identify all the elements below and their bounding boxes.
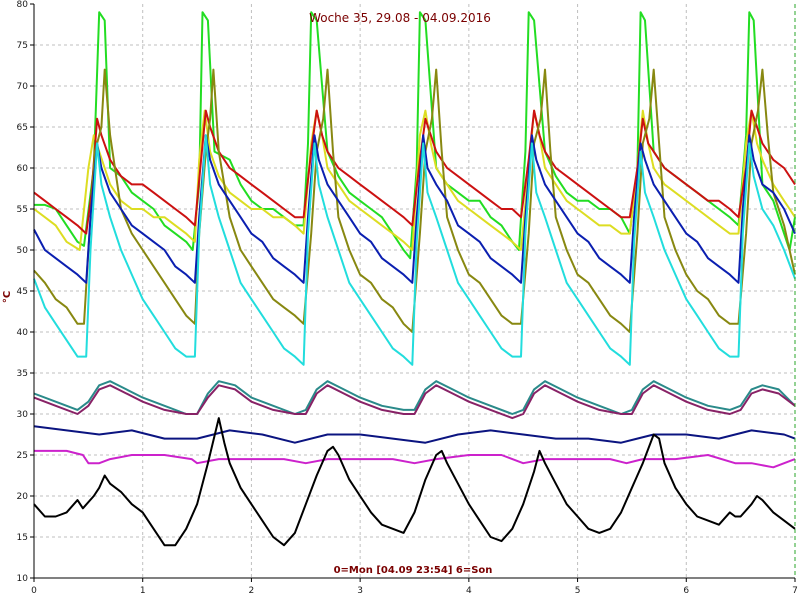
series-line-2	[33, 109, 796, 251]
series-line-4	[33, 68, 796, 333]
x-tick-label: 1	[140, 586, 146, 596]
series-line-9	[33, 425, 796, 444]
y-tick-label: 55	[17, 205, 28, 215]
y-tick-label: 50	[17, 246, 29, 256]
y-axis-label: °C	[2, 291, 13, 303]
chart-title: Woche 35, 29.08 - 04.09.2016	[309, 11, 491, 25]
y-tick-label: 75	[17, 41, 28, 51]
y-tick-label: 15	[17, 533, 28, 543]
x-tick-label: 2	[249, 586, 255, 596]
series-line-7	[33, 380, 796, 415]
x-tick-label: 0	[31, 586, 37, 596]
series-line-6	[33, 134, 796, 366]
y-tick-label: 30	[17, 410, 29, 420]
x-tick-label: 7	[792, 586, 798, 596]
y-tick-label: 20	[17, 492, 29, 502]
x-tick-label: 4	[466, 586, 472, 596]
series-line-5	[33, 134, 796, 284]
y-tick-label: 70	[17, 82, 29, 92]
y-tick-label: 10	[17, 574, 29, 584]
x-tick-label: 5	[575, 586, 581, 596]
y-tick-label: 25	[17, 451, 28, 461]
x-tick-labels: 0 1 2 3 4 5 6 7	[31, 586, 798, 596]
series-line-11	[33, 417, 796, 547]
y-tick-label: 80	[17, 0, 29, 10]
series-layer	[33, 11, 796, 547]
series-line-8	[33, 384, 796, 420]
y-tick-labels: 10 15 20 25 30 35 40 45 50 55 60 65 70 75 80	[17, 0, 29, 584]
y-tick-label: 65	[17, 123, 28, 133]
axes	[30, 3, 796, 582]
y-tick-label: 35	[17, 369, 28, 379]
y-tick-label: 40	[17, 328, 29, 338]
x-tick-label: 3	[357, 586, 363, 596]
x-tick-label: 6	[683, 586, 689, 596]
series-line-3	[33, 109, 796, 235]
x-axis-label: 0=Mon [04.09 23:54] 6=Son	[334, 565, 493, 576]
y-tick-label: 45	[17, 287, 28, 297]
y-tick-label: 60	[17, 164, 29, 174]
